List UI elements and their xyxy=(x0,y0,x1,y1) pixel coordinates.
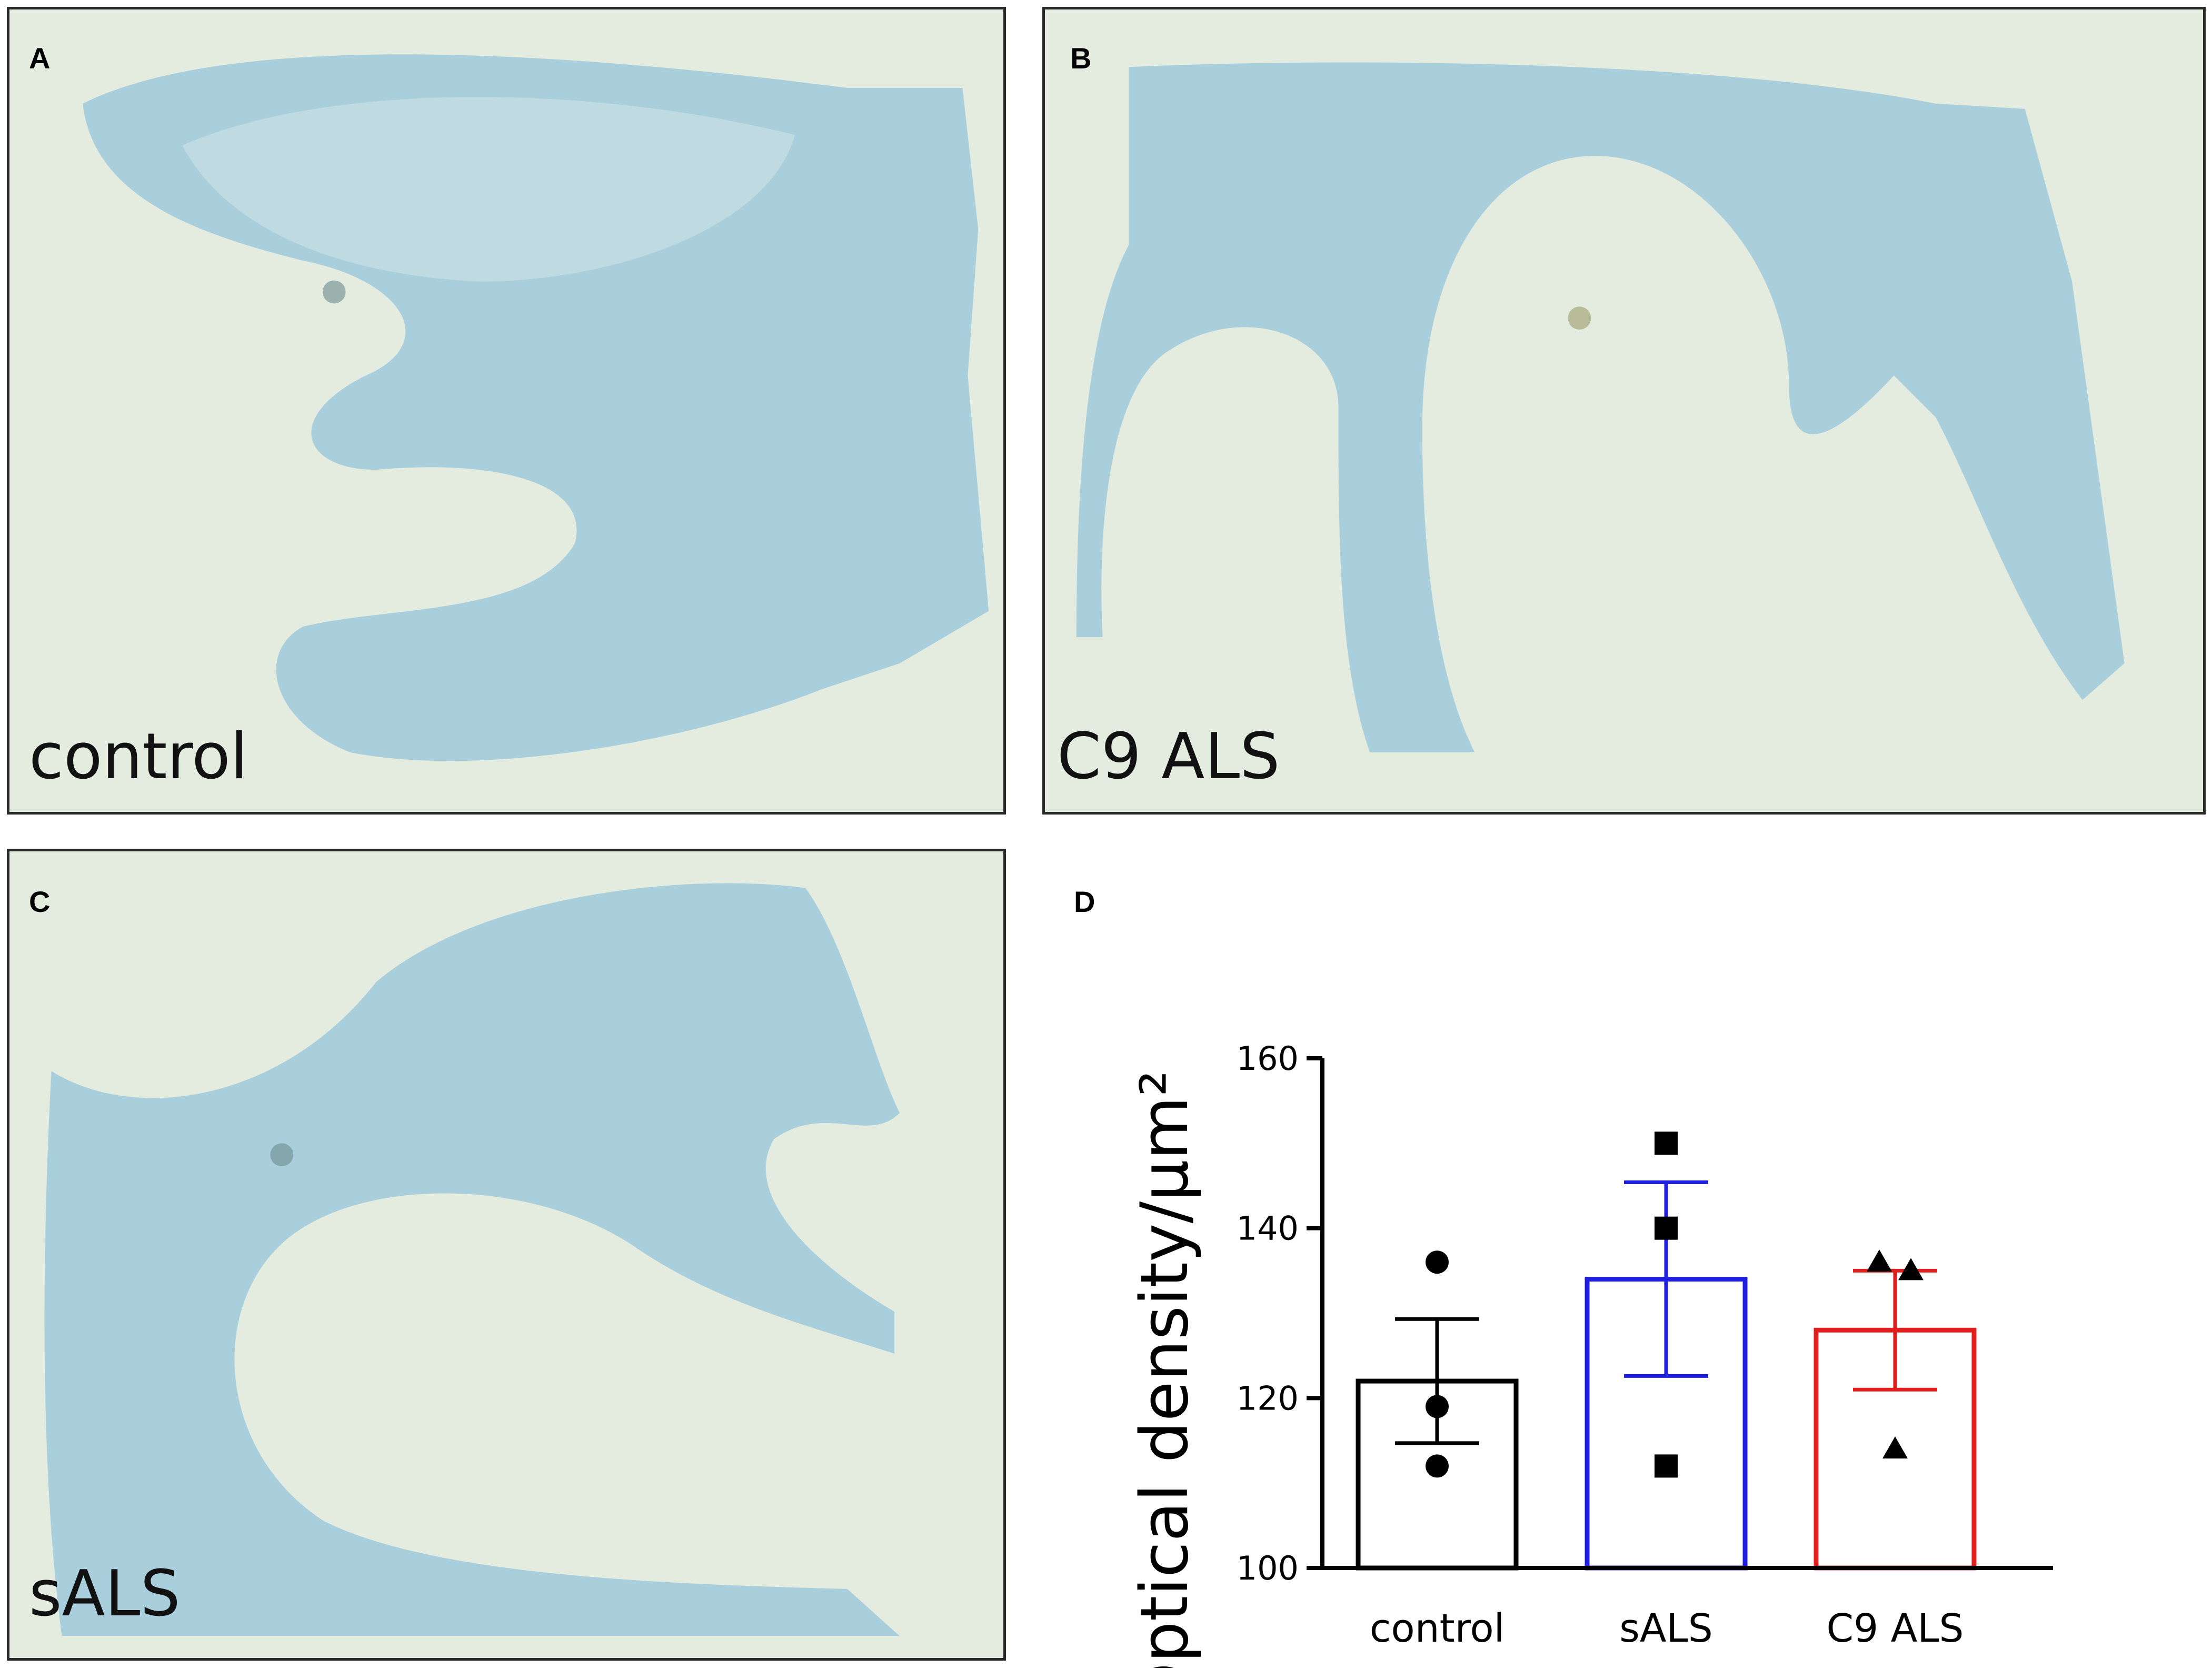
x-tick-label: control xyxy=(1370,1606,1505,1651)
y-axis-label: Optical density/µm² xyxy=(1127,1070,1203,1668)
panel-label-a: A xyxy=(29,42,51,75)
panel-b-image xyxy=(1042,7,2206,815)
x-tick-label: C9 ALS xyxy=(1826,1606,1964,1651)
y-tick-label: 120 xyxy=(1237,1379,1299,1417)
caption-sals: sALS xyxy=(29,1557,181,1631)
data-point-triangle xyxy=(1898,1258,1924,1280)
data-point-triangle xyxy=(1882,1436,1908,1459)
tissue-section-c9als xyxy=(1076,62,2125,752)
panel-label-b: B xyxy=(1070,42,1092,75)
data-point-square xyxy=(1655,1216,1678,1240)
x-tick-label: sALS xyxy=(1619,1606,1712,1651)
data-point-square xyxy=(1655,1131,1678,1155)
caption-c9als: C9 ALS xyxy=(1057,720,1280,793)
tissue-section-control xyxy=(83,54,989,761)
data-point-circle xyxy=(1426,1250,1449,1274)
data-point-triangle xyxy=(1867,1249,1892,1272)
bar-chart: 100 120 140 160 control sALS C9 ALS Optical den… xyxy=(1127,1039,2053,1668)
data-point-square xyxy=(1655,1454,1678,1478)
data-point-circle xyxy=(1426,1454,1449,1478)
panel-label-d: D xyxy=(1074,885,1095,918)
caption-control: control xyxy=(29,720,248,793)
y-tick-label: 100 xyxy=(1237,1549,1299,1587)
panel-label-c: C xyxy=(29,885,51,918)
data-point-circle xyxy=(1426,1395,1449,1418)
panel-c-image xyxy=(7,849,1006,1661)
y-tick-label: 160 xyxy=(1237,1039,1299,1078)
y-tick-label: 140 xyxy=(1237,1209,1299,1248)
tissue-section-sals xyxy=(44,883,900,1636)
panel-a-image xyxy=(7,7,1006,815)
